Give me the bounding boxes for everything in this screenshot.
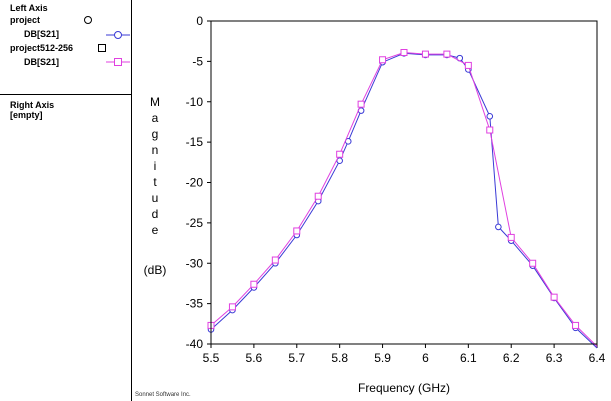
legend-trace-label-1: DB[S21] xyxy=(24,29,60,39)
square-marker-icon xyxy=(98,44,106,52)
y-tick-label: -35 xyxy=(186,297,204,311)
y-tick-label: -25 xyxy=(186,216,204,230)
legend-panel: Left Axis project DB[S21] project512-256… xyxy=(0,0,131,401)
right-axis-title: Right Axis xyxy=(10,100,55,110)
data-point xyxy=(228,303,236,311)
y-label-letter: a xyxy=(152,111,159,125)
x-tick-label: 5.6 xyxy=(246,351,263,365)
x-tick-label: 6 xyxy=(422,351,429,365)
x-tick-label: 5.8 xyxy=(331,351,348,365)
data-point xyxy=(357,100,365,108)
data-point xyxy=(400,48,408,56)
left-axis-title: Left Axis xyxy=(10,3,48,13)
data-point xyxy=(550,293,558,301)
y-label-letter: u xyxy=(152,191,159,205)
x-tick-label: 6.3 xyxy=(546,351,563,365)
y-tick-label: 0 xyxy=(196,14,203,28)
data-point xyxy=(572,321,580,329)
x-tick-label: 5.5 xyxy=(203,351,220,365)
y-tick-label: -40 xyxy=(186,337,204,351)
right-axis-status: [empty] xyxy=(10,110,43,120)
x-tick-label: 5.7 xyxy=(288,351,305,365)
y-label-letter: n xyxy=(152,143,159,157)
y-label-letter: d xyxy=(152,207,159,221)
data-point xyxy=(336,150,344,158)
series-layer xyxy=(207,48,598,349)
data-point xyxy=(529,259,537,267)
software-credit: Sonnet Software Inc. xyxy=(135,392,191,398)
x-axis-label: Frequency (GHz) xyxy=(358,381,450,395)
data-point xyxy=(271,256,279,264)
data-point xyxy=(507,233,515,241)
data-point xyxy=(379,56,387,64)
y-label-letter: g xyxy=(152,127,159,141)
data-point xyxy=(464,61,472,69)
data-point xyxy=(250,280,258,288)
x-axis-ticks: 5.5 5.6 5.7 5.8 5.9 6 6.1 6.2 6.3 6.4 xyxy=(203,344,606,365)
data-point xyxy=(486,126,494,134)
series-1 xyxy=(207,50,598,349)
y-label-letter: i xyxy=(154,159,157,173)
legend-divider-vertical xyxy=(131,0,132,401)
data-point xyxy=(314,192,322,200)
series-2-line xyxy=(210,51,598,347)
series-1-swatch xyxy=(106,31,130,39)
y-tick-label: -30 xyxy=(186,256,204,270)
circle-marker-icon xyxy=(84,16,92,24)
y-tick-label: -5 xyxy=(192,54,203,68)
y-label-letter: M xyxy=(150,95,160,109)
x-tick-label: 6.1 xyxy=(460,351,477,365)
data-point xyxy=(421,50,429,58)
x-tick-label: 5.9 xyxy=(374,351,391,365)
data-point xyxy=(495,223,502,231)
data-point xyxy=(293,227,301,235)
y-label-letter: e xyxy=(152,223,159,237)
legend-trace-label-2: DB[S21] xyxy=(24,57,60,67)
legend-project-label: project xyxy=(10,15,41,25)
y-label-unit: (dB) xyxy=(144,263,167,277)
y-tick-label: -15 xyxy=(186,135,204,149)
y-axis-ticks: 0 -5 -10 -15 -20 -25 -30 -35 -40 xyxy=(186,14,211,351)
series-1-line xyxy=(210,52,598,349)
x-tick-label: 6.2 xyxy=(503,351,520,365)
legend-project512-label: project512-256 xyxy=(10,43,74,53)
x-tick-label: 6.4 xyxy=(589,351,606,365)
data-point xyxy=(443,50,451,58)
data-point xyxy=(486,112,494,120)
series-2 xyxy=(207,48,598,347)
series-2-swatch xyxy=(106,58,130,66)
plot-frame xyxy=(210,20,598,345)
y-label-letter: t xyxy=(153,175,157,189)
legend-divider-horizontal xyxy=(0,94,131,95)
y-tick-label: -10 xyxy=(186,95,204,109)
y-tick-label: -20 xyxy=(186,176,204,190)
